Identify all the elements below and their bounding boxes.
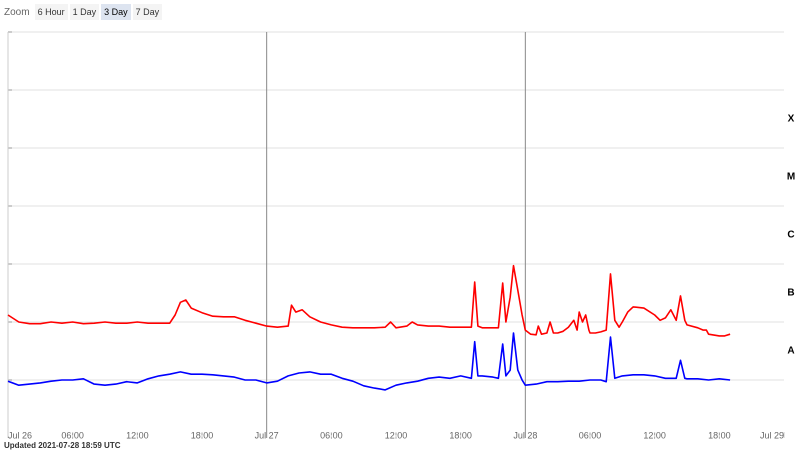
x-tick-label: Jul 26 xyxy=(8,430,32,440)
class-label: M xyxy=(787,172,795,183)
class-label: C xyxy=(787,230,794,241)
zoom-label: Zoom xyxy=(4,6,30,18)
zoom-button[interactable]: 6 Hour xyxy=(34,4,68,20)
x-tick-label: 06:00 xyxy=(320,430,343,440)
zoom-button[interactable]: 7 Day xyxy=(132,4,163,20)
x-tick-label: 06:00 xyxy=(579,430,602,440)
updated-note: Updated 2021-07-28 18:59 UTC xyxy=(4,441,121,450)
class-label: A xyxy=(787,346,794,357)
x-tick-label: Jul 27 xyxy=(255,430,279,440)
x-tick-label: Jul 29 xyxy=(760,430,784,440)
x-tick-label: 18:00 xyxy=(449,430,472,440)
flux-line xyxy=(7,264,731,337)
x-tick-label: 18:00 xyxy=(708,430,731,440)
zoom-button[interactable]: 1 Day xyxy=(69,4,100,20)
x-tick-label: 12:00 xyxy=(126,430,149,440)
x-tick-label: Jul 28 xyxy=(513,430,537,440)
chart: A B C M X Jul 26 06:00 12:00 18:00 Jul 27 06:00 12:… xyxy=(7,31,795,440)
flux-line xyxy=(7,332,731,391)
class-label: B xyxy=(787,288,794,299)
class-label: X xyxy=(788,114,795,125)
zoom-bar: Zoom 6 Hour 1 Day 3 Day 7 Day xyxy=(4,4,163,20)
x-tick-label: 06:00 xyxy=(61,430,84,440)
x-tick-label: 12:00 xyxy=(643,430,666,440)
zoom-button[interactable]: 3 Day xyxy=(101,4,131,20)
x-tick-label: 12:00 xyxy=(385,430,408,440)
x-tick-label: 18:00 xyxy=(191,430,214,440)
